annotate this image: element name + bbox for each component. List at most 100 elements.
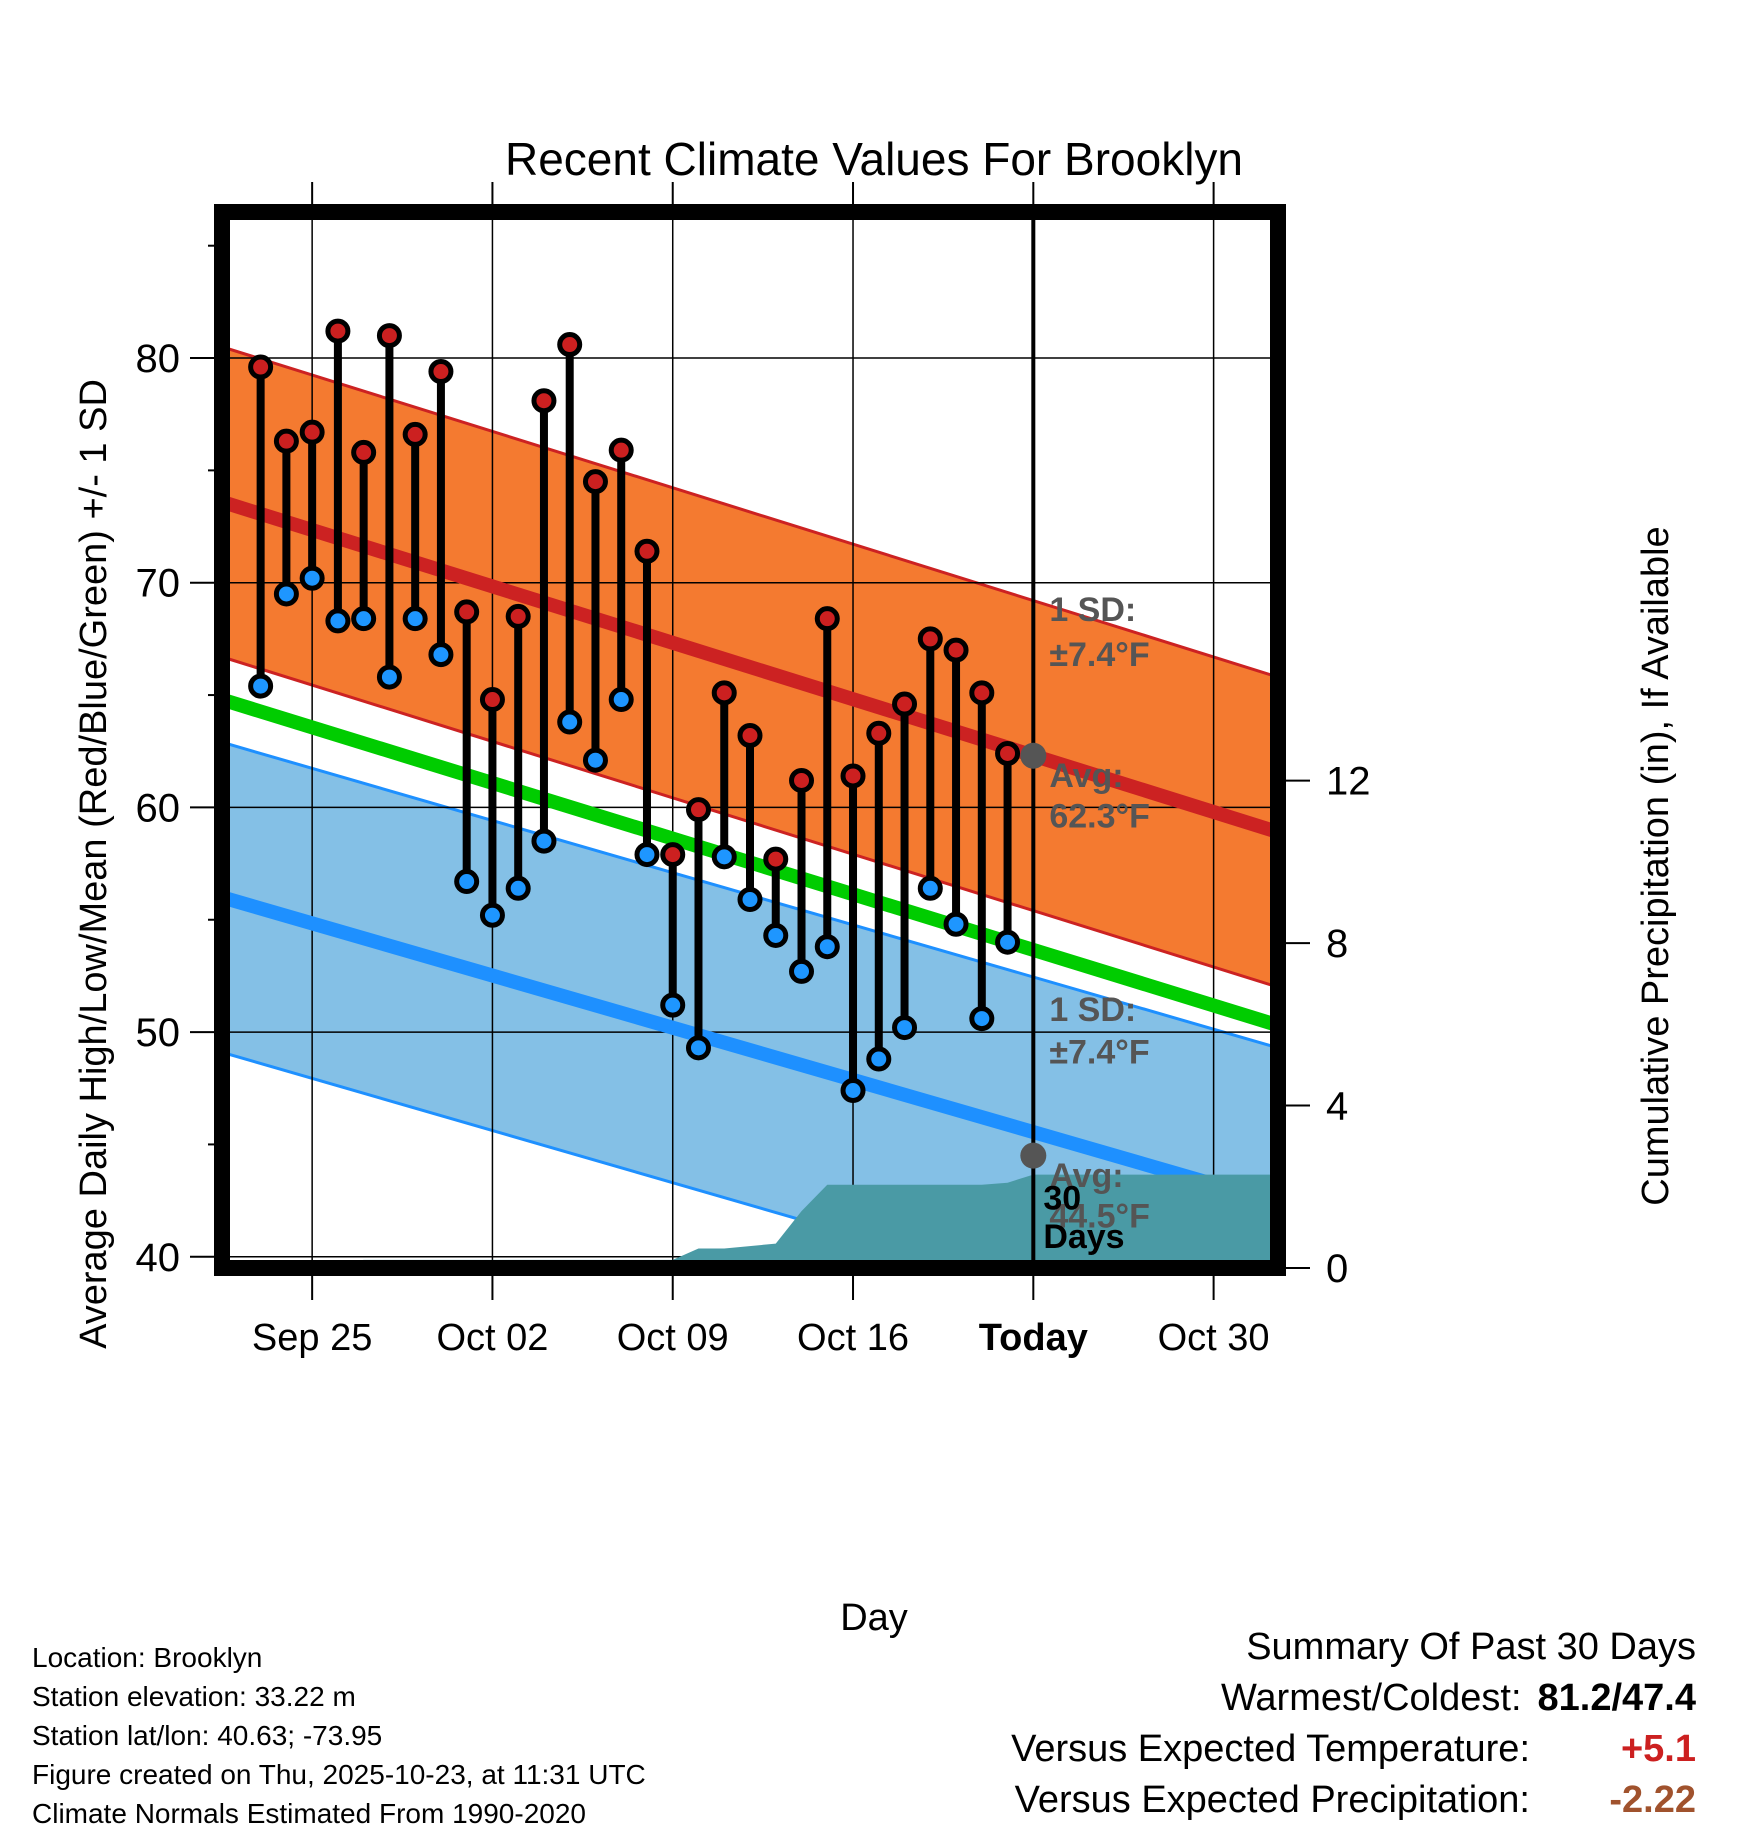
obs-high-point [969, 680, 995, 706]
obs-low-point [557, 709, 583, 735]
obs-high-point [428, 359, 454, 385]
obs-high-point [273, 428, 299, 454]
summary-panel: Summary Of Past 30 Days Warmest/Coldest:… [1011, 1622, 1696, 1826]
obs-low-point [505, 875, 531, 901]
obs-high-point [557, 332, 583, 358]
obs-low-point [892, 1015, 918, 1041]
high-sd-value: ±7.4°F [1049, 636, 1149, 674]
obs-high-point [454, 599, 480, 625]
y-axis-label-right: Cumulative Precipitation (in), If Availa… [1635, 526, 1677, 1205]
obs-low-point [943, 911, 969, 937]
obs-low-point [531, 828, 557, 854]
obs-high-point [660, 842, 686, 868]
y-right-tick-label: 0 [1326, 1247, 1348, 1291]
obs-high-point [995, 740, 1021, 766]
obs-low-point [866, 1046, 892, 1072]
y-tick-label: 50 [136, 1011, 181, 1055]
obs-low-point [479, 902, 505, 928]
obs-low-point [660, 992, 686, 1018]
obs-high-point [608, 437, 634, 463]
obs-low-point [351, 606, 377, 632]
normal-high-line [222, 495, 1278, 839]
precip-area [222, 1174, 1278, 1268]
x-axis-label: Day [840, 1597, 908, 1639]
normals-text: Climate Normals Estimated From 1990-2020 [32, 1798, 586, 1829]
x-tick-label: Oct 02 [436, 1317, 548, 1359]
obs-high-point [917, 626, 943, 652]
obs-high-point [248, 354, 274, 380]
obs-high-point [531, 388, 557, 414]
obs-low-point [840, 1078, 866, 1104]
summary-temp: Versus Expected Temperature: +5.1 [1011, 1724, 1696, 1775]
latlon-text: Station lat/lon: 40.63; -73.95 [32, 1720, 383, 1751]
obs-high-point [840, 763, 866, 789]
warm-cold-label: Warmest/Coldest: [1220, 1677, 1522, 1719]
station-metadata: Location: Brooklyn Station elevation: 33… [32, 1638, 646, 1833]
normal-low-line [222, 890, 1278, 1210]
obs-high-point [737, 723, 763, 749]
obs-low-point [634, 842, 660, 868]
obs-high-point [763, 846, 789, 872]
obs-high-point [892, 691, 918, 717]
x-tick-label: Oct 09 [617, 1317, 729, 1359]
x-tick-label: Today [979, 1317, 1088, 1359]
chart-title: Recent Climate Values For Brooklyn [505, 133, 1243, 185]
x-tick-label: Sep 25 [252, 1317, 372, 1359]
obs-high-point [814, 606, 840, 632]
temp-anomaly-value: +5.1 [1620, 1728, 1696, 1770]
obs-low-point [608, 687, 634, 713]
y-tick-label: 40 [136, 1236, 181, 1280]
summary-warm-cold: Warmest/Coldest: 81.2/47.4 [1011, 1673, 1696, 1724]
precip-period-label-line2: Days [1043, 1218, 1124, 1256]
obs-high-point [299, 419, 325, 445]
obs-high-point [376, 323, 402, 349]
precip-anomaly-value: -2.22 [1609, 1779, 1696, 1821]
elevation-text: Station elevation: 33.22 m [32, 1681, 356, 1712]
y-tick-label: 80 [136, 337, 181, 381]
precip-anomaly-label: Versus Expected Precipitation: [1014, 1779, 1530, 1821]
obs-low-point [273, 581, 299, 607]
low-sd-label: 1 SD: [1049, 991, 1136, 1029]
obs-low-point [376, 664, 402, 690]
precip-period-label-line1: 30 [1043, 1180, 1081, 1218]
obs-low-point [995, 929, 1021, 955]
x-tick-label: Oct 16 [797, 1317, 909, 1359]
obs-low-point [969, 1006, 995, 1032]
obs-low-point [248, 673, 274, 699]
high-avg-value: 62.3°F [1049, 798, 1150, 836]
low-avg-value: 44.5°F [1049, 1198, 1150, 1236]
obs-low-point [685, 1035, 711, 1061]
obs-high-point [943, 637, 969, 663]
obs-low-point [299, 565, 325, 591]
location-text: Location: Brooklyn [32, 1642, 263, 1673]
warm-cold-value: 81.2/47.4 [1537, 1677, 1696, 1719]
obs-high-point [479, 687, 505, 713]
today-high-normal-marker [1020, 742, 1047, 769]
obs-high-point [325, 318, 351, 344]
low-avg-label: Avg: [1049, 1157, 1123, 1195]
obs-low-point [428, 642, 454, 668]
x-tick-label: Oct 30 [1158, 1317, 1270, 1359]
summary-precip: Versus Expected Precipitation: -2.22 [1011, 1775, 1696, 1826]
obs-low-point [325, 608, 351, 634]
obs-high-point [711, 680, 737, 706]
obs-low-point [789, 958, 815, 984]
obs-high-point [789, 767, 815, 793]
summary-heading: Summary Of Past 30 Days [1246, 1626, 1696, 1668]
obs-high-point [402, 421, 428, 447]
obs-low-point [814, 934, 840, 960]
obs-high-point [634, 538, 660, 564]
obs-high-point [505, 603, 531, 629]
obs-low-point [917, 875, 943, 901]
y-tick-label: 70 [136, 562, 181, 606]
obs-low-point [711, 844, 737, 870]
plot-frame [214, 204, 1286, 1276]
obs-low-point [454, 869, 480, 895]
obs-high-point [685, 797, 711, 823]
obs-high-point [582, 469, 608, 495]
obs-low-point [402, 606, 428, 632]
obs-low-point [763, 922, 789, 948]
obs-low-point [582, 747, 608, 773]
